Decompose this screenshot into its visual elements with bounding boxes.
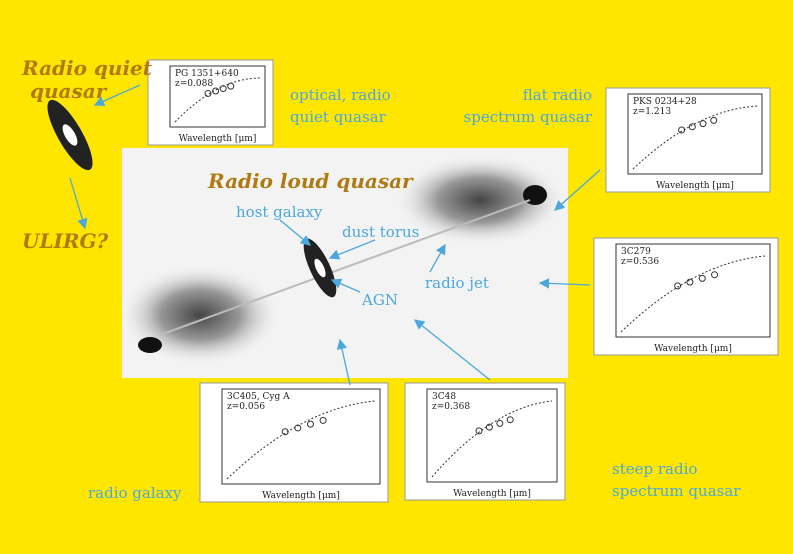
label: AGN [361, 291, 398, 309]
inset-z: z=0.368 [432, 402, 470, 412]
label: flat radio [523, 86, 592, 104]
label: Radio quiet [21, 56, 153, 80]
inset-xlabel: Wavelength [μm] [654, 344, 732, 354]
label: spectrum quasar [464, 108, 593, 126]
label: host galaxy [236, 203, 323, 221]
label: optical, radio [290, 86, 391, 104]
inset-xlabel: Wavelength [μm] [262, 491, 340, 501]
label: spectrum quasar [612, 482, 741, 500]
inset-z: z=0.088 [175, 79, 213, 89]
inset-title: PG 1351+640 [175, 69, 239, 79]
inset-xlabel: Wavelength [μm] [656, 181, 734, 191]
inset-z: z=0.536 [621, 257, 659, 267]
label: steep radio [612, 460, 697, 478]
inset-title: 3C48 [432, 392, 456, 402]
inset-xlabel: Wavelength [μm] [453, 489, 531, 499]
inset-title: PKS 0234+28 [633, 97, 697, 107]
label: dust torus [342, 223, 419, 241]
inset-xlabel: Wavelength [μm] [179, 134, 257, 144]
inset-title: 3C279 [621, 247, 651, 257]
label: ULIRG? [22, 229, 109, 253]
label: Radio loud quasar [207, 169, 414, 193]
label: quiet quasar [290, 108, 387, 126]
label: quasar [30, 79, 108, 103]
inset-title: 3C405, Cyg A [227, 392, 290, 402]
label: radio jet [425, 274, 489, 292]
label: radio galaxy [88, 484, 182, 502]
diagram: PG 1351+640z=0.088 Wavelength [μm] PKS 023… [0, 0, 793, 554]
inset-z: z=1.213 [633, 107, 671, 117]
inset-z: z=0.056 [227, 402, 265, 412]
